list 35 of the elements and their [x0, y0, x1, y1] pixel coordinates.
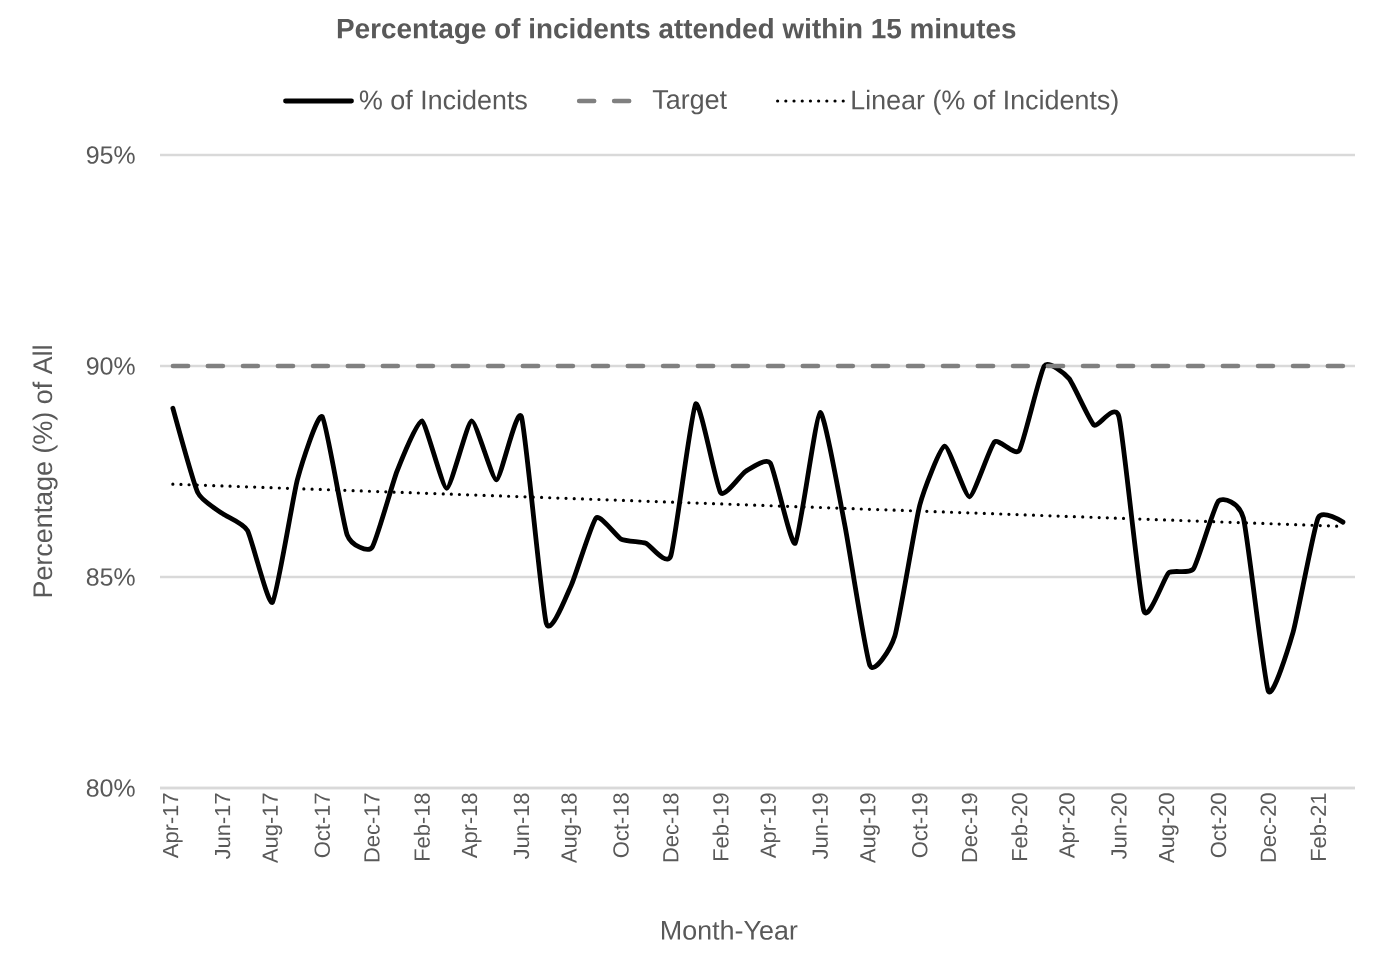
- legend-label: Linear (% of Incidents): [852, 89, 1118, 115]
- legend-label: Target: [652, 90, 727, 115]
- x-tick-label: Jun-17: [215, 793, 231, 860]
- x-tick-label: Oct-20: [1210, 793, 1227, 858]
- chart-title: Percentage of incidents attended within 15 minutes: [337, 18, 1016, 45]
- y-tick-label: 95%: [86, 146, 135, 164]
- x-tick-label: Aug-20: [1158, 793, 1179, 864]
- y-tick-label: 80%: [86, 779, 135, 797]
- x-tick-label: Dec-20: [1260, 793, 1277, 862]
- x-tick-label: Feb-19: [712, 793, 729, 861]
- x-tick-label: Dec-17: [364, 793, 380, 862]
- x-tick-label: Feb-20: [1011, 793, 1028, 861]
- x-tick-label: Feb-18: [413, 793, 430, 861]
- y-tick-label: 90%: [86, 357, 135, 375]
- x-tick-label: Apr-17: [163, 793, 183, 859]
- x-tick-label: Apr-19: [760, 793, 781, 859]
- x-tick-label: Oct-19: [911, 793, 928, 858]
- x-tick-label: Jun-18: [513, 793, 530, 860]
- x-tick-label: Oct-17: [314, 793, 330, 858]
- x-tick-label: Aug-17: [262, 793, 283, 864]
- legend-label: % of Incidents: [359, 89, 527, 110]
- x-tick-label: Apr-20: [1059, 793, 1080, 859]
- y-tick-label: 85%: [86, 568, 135, 586]
- line-series: [170, 363, 1346, 694]
- x-tick-label: Dec-19: [961, 793, 978, 862]
- x-tick-label: Aug-18: [561, 793, 582, 864]
- x-tick-label: Dec-18: [663, 793, 679, 862]
- x-tick-label: Jun-20: [1111, 793, 1127, 860]
- x-tick-label: Aug-19: [860, 793, 880, 864]
- x-tick-label: Oct-18: [613, 793, 629, 858]
- y-axis-title: Percentage (%) of All: [32, 346, 58, 597]
- x-tick-label: Apr-18: [461, 793, 482, 859]
- x-tick-label: Feb-21: [1310, 793, 1327, 861]
- x-axis-title: Month-Year: [662, 920, 798, 940]
- x-tick-label: Jun-19: [812, 793, 828, 860]
